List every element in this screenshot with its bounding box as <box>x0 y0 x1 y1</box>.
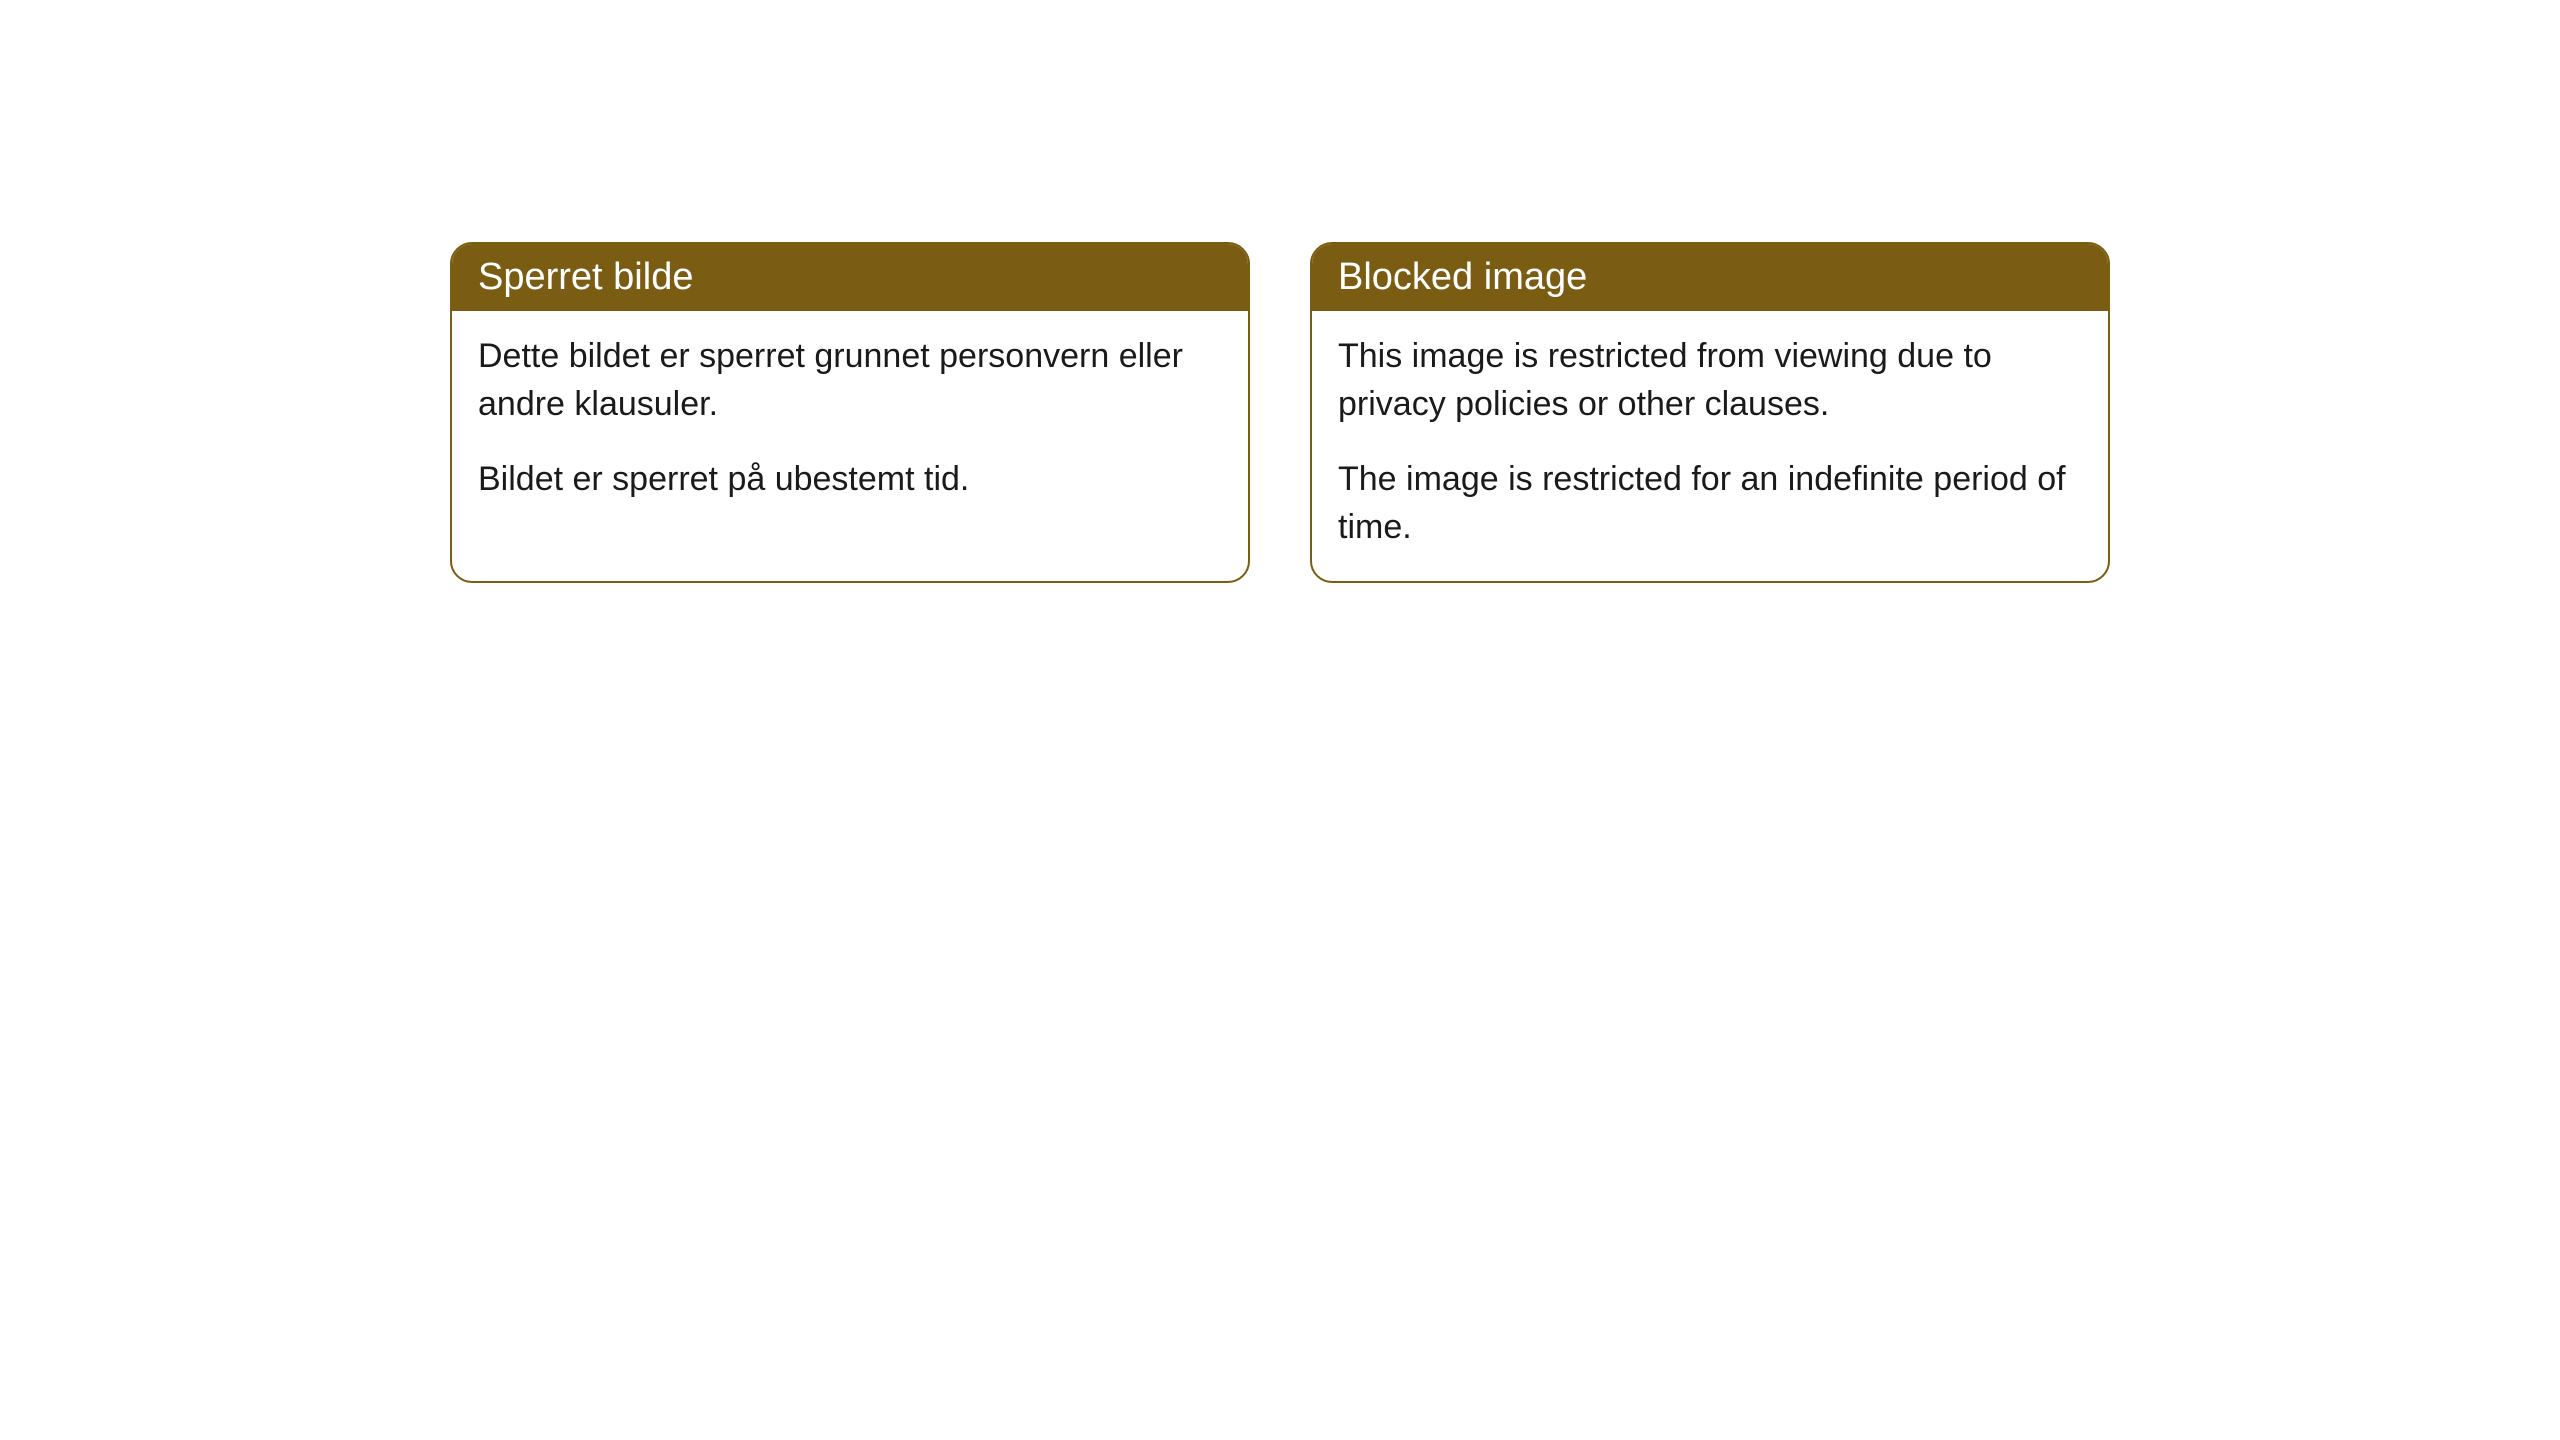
card-paragraph: Dette bildet er sperret grunnet personve… <box>478 333 1222 428</box>
card-header: Blocked image <box>1312 244 2108 311</box>
card-title: Blocked image <box>1338 256 1587 298</box>
card-header: Sperret bilde <box>452 244 1248 311</box>
card-body: Dette bildet er sperret grunnet personve… <box>452 311 1248 534</box>
card-paragraph: Bildet er sperret på ubestemt tid. <box>478 456 1222 504</box>
notice-card-english: Blocked image This image is restricted f… <box>1310 242 2110 583</box>
card-title: Sperret bilde <box>478 256 693 298</box>
card-paragraph: This image is restricted from viewing du… <box>1338 333 2082 428</box>
card-paragraph: The image is restricted for an indefinit… <box>1338 456 2082 551</box>
notice-card-norwegian: Sperret bilde Dette bildet er sperret gr… <box>450 242 1250 583</box>
card-body: This image is restricted from viewing du… <box>1312 311 2108 581</box>
notice-cards-container: Sperret bilde Dette bildet er sperret gr… <box>450 242 2110 583</box>
